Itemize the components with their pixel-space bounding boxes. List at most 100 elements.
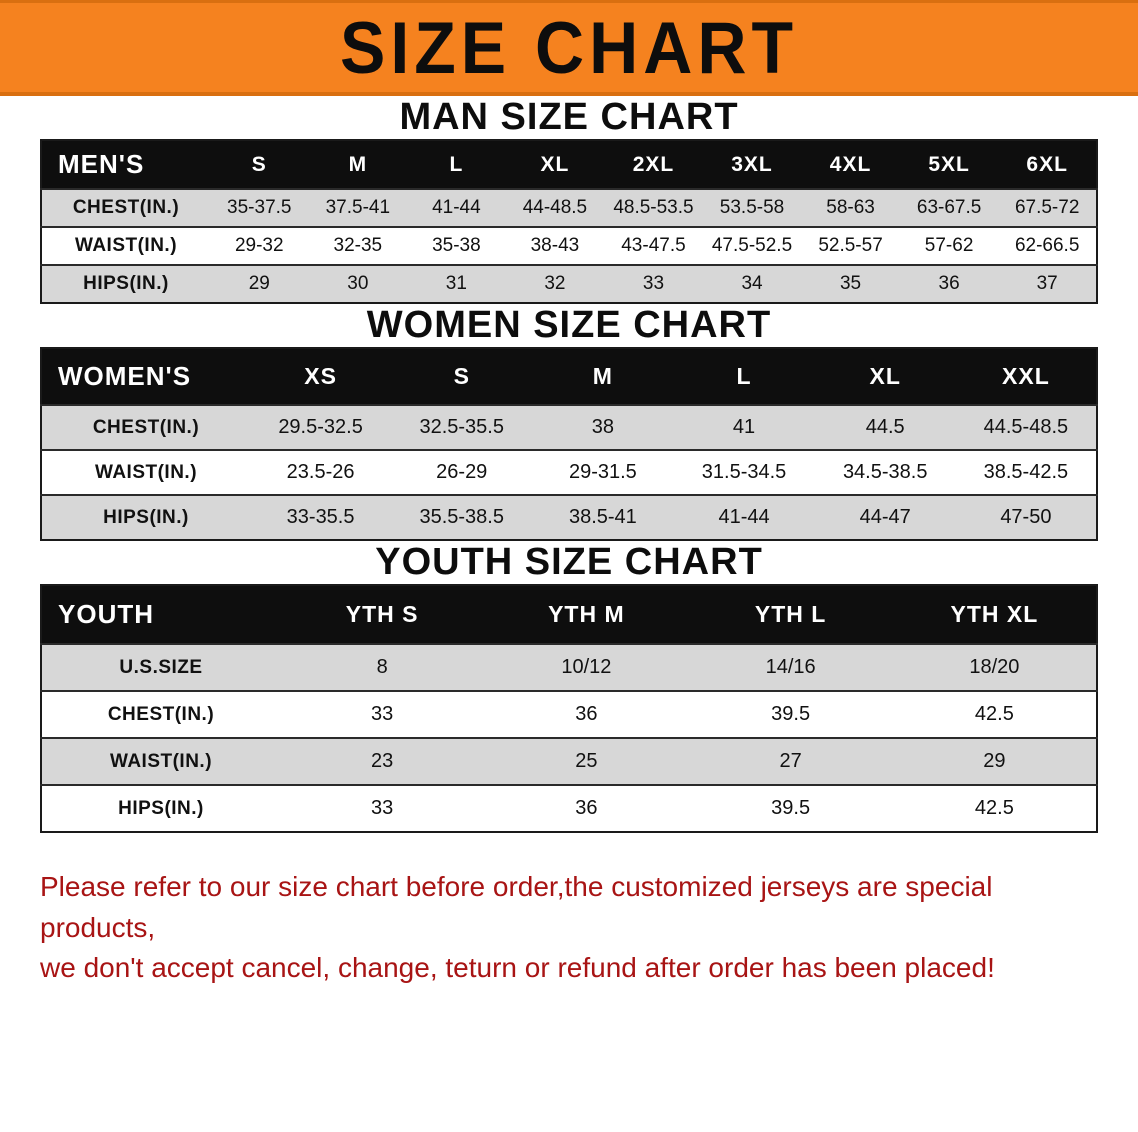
measurement-value-cell: 26-29 [391, 449, 533, 495]
order-notice-line-2: we don't accept cancel, change, teturn o… [40, 952, 995, 984]
table-row: HIPS(IN.) 33-35.5 35.5-38.5 38.5-41 41-44 44-… [41, 494, 1097, 540]
measurement-value-cell: 29-32 [210, 226, 309, 265]
measurement-value-cell: 44.5 [814, 404, 956, 450]
measurement-value-cell: 23 [280, 737, 485, 785]
measurement-value-cell: 38-43 [505, 226, 605, 265]
measurement-value-cell: 47-50 [955, 494, 1097, 540]
measurement-value-cell: 38.5-42.5 [955, 449, 1097, 495]
measurement-value-cell: 8 [280, 643, 485, 691]
measurement-value-cell: 30 [308, 264, 408, 303]
size-column-header: M [592, 363, 613, 389]
row-label-cell: HIPS(IN.) [41, 784, 280, 832]
table-row: WAIST(IN.) 23 25 27 29 [41, 737, 1097, 785]
measurement-value-cell: 47.5-52.5 [702, 226, 802, 265]
size-column-header: XXL [1002, 363, 1050, 389]
measurement-value-cell: 57-62 [899, 226, 999, 265]
measurement-value-cell: 37 [998, 264, 1097, 303]
size-column-header: 4XL [829, 152, 872, 176]
measurement-value-cell: 31 [407, 264, 506, 303]
table-row: HIPS(IN.) 29 30 31 32 33 34 35 36 37 [41, 264, 1097, 303]
women-section-heading: WOMEN SIZE CHART [366, 304, 772, 346]
measurement-value-cell: 35-37.5 [210, 188, 309, 227]
measurement-value-cell: 58-63 [801, 188, 900, 227]
men-section-heading: MAN SIZE CHART [399, 96, 739, 138]
size-column-header: 3XL [731, 152, 773, 176]
size-column-header: YTH L [754, 601, 827, 627]
measurement-value-cell: 36 [484, 784, 689, 832]
size-column-header: 5XL [928, 152, 970, 176]
row-label-cell: WAIST(IN.) [41, 449, 250, 495]
size-column-header: XS [304, 363, 337, 389]
measurement-value-cell: 35 [801, 264, 900, 303]
measurement-value-cell: 36 [484, 690, 689, 738]
table-header-row: MEN'S S M L XL 2XL 3XL 4XL 5XL 6XL [41, 140, 1097, 189]
measurement-value-cell: 33 [280, 784, 485, 832]
measurement-value-cell: 29 [892, 737, 1097, 785]
table-title-cell: MEN'S [58, 149, 145, 179]
table-row: U.S.SIZE 8 10/12 14/16 18/20 [41, 643, 1097, 691]
men-size-table: MEN'S S M L XL 2XL 3XL 4XL 5XL 6XL CHEST(IN.) 35-37… [40, 139, 1098, 304]
measurement-value-cell: 34 [702, 264, 802, 303]
size-column-header: YTH S [345, 601, 419, 627]
measurement-value-cell: 62-66.5 [998, 226, 1097, 265]
measurement-value-cell: 25 [484, 737, 689, 785]
size-column-header: S [251, 152, 267, 176]
row-label-cell: CHEST(IN.) [41, 690, 280, 738]
men-size-section: MAN SIZE CHART MEN'S S M L XL 2XL 3XL 4XL 5XL 6XL… [0, 96, 1138, 304]
measurement-value-cell: 42.5 [892, 784, 1097, 832]
measurement-value-cell: 31.5-34.5 [673, 449, 815, 495]
size-column-header: XL [869, 363, 901, 389]
size-column-header: YTH XL [950, 601, 1039, 627]
measurement-value-cell: 38 [532, 404, 674, 450]
women-size-table: WOMEN'S XS S M L XL XXL CHEST(IN.) 29.5-32.5 32.5… [40, 347, 1098, 541]
size-column-header: 2XL [632, 152, 675, 176]
measurement-value-cell: 48.5-53.5 [604, 188, 703, 227]
measurement-value-cell: 53.5-58 [702, 188, 802, 227]
measurement-value-cell: 23.5-26 [250, 449, 392, 495]
measurement-value-cell: 41-44 [407, 188, 506, 227]
measurement-value-cell: 41 [673, 404, 815, 450]
row-label-cell: U.S.SIZE [41, 643, 280, 691]
table-title-cell: YOUTH [58, 599, 154, 629]
measurement-value-cell: 42.5 [892, 690, 1097, 738]
measurement-value-cell: 27 [688, 737, 893, 785]
measurement-value-cell: 63-67.5 [899, 188, 999, 227]
row-label-cell: CHEST(IN.) [41, 404, 250, 450]
size-chart-banner: SIZE CHART [0, 0, 1138, 96]
measurement-value-cell: 44-47 [814, 494, 956, 540]
row-label-cell: WAIST(IN.) [41, 737, 280, 785]
measurement-value-cell: 32 [505, 264, 605, 303]
measurement-value-cell: 39.5 [688, 784, 893, 832]
youth-size-section: YOUTH SIZE CHART YOUTH YTH S YTH M YTH L YTH… [0, 541, 1138, 833]
measurement-value-cell: 43-47.5 [604, 226, 703, 265]
table-header-row: WOMEN'S XS S M L XL XXL [41, 348, 1097, 405]
size-column-header: YTH M [548, 601, 625, 627]
measurement-value-cell: 35.5-38.5 [391, 494, 533, 540]
measurement-value-cell: 38.5-41 [532, 494, 674, 540]
row-label-cell: HIPS(IN.) [41, 494, 250, 540]
measurement-value-cell: 29.5-32.5 [250, 404, 392, 450]
measurement-value-cell: 67.5-72 [998, 188, 1097, 227]
measurement-value-cell: 35-38 [407, 226, 506, 265]
size-column-header: XL [540, 152, 570, 176]
measurement-value-cell: 39.5 [688, 690, 893, 738]
measurement-value-cell: 37.5-41 [308, 188, 408, 227]
measurement-value-cell: 44-48.5 [505, 188, 605, 227]
order-notice: Please refer to our size chart before or… [40, 867, 1114, 989]
measurement-value-cell: 41-44 [673, 494, 815, 540]
size-column-header: S [453, 363, 470, 389]
measurement-value-cell: 36 [899, 264, 999, 303]
table-row: WAIST(IN.) 23.5-26 26-29 29-31.5 31.5-34.5 34… [41, 449, 1097, 495]
youth-section-heading: YOUTH SIZE CHART [375, 541, 763, 583]
measurement-value-cell: 29 [210, 264, 309, 303]
table-row: CHEST(IN.) 33 36 39.5 42.5 [41, 690, 1097, 738]
measurement-value-cell: 10/12 [484, 643, 689, 691]
table-row: WAIST(IN.) 29-32 32-35 35-38 38-43 43-47.5 47.… [41, 226, 1097, 265]
table-row: CHEST(IN.) 29.5-32.5 32.5-35.5 38 41 44.5 44.5… [41, 404, 1097, 450]
row-label-cell: CHEST(IN.) [41, 188, 210, 227]
women-size-section: WOMEN SIZE CHART WOMEN'S XS S M L XL XXL CHEST(… [0, 304, 1138, 541]
measurement-value-cell: 18/20 [892, 643, 1097, 691]
measurement-value-cell: 29-31.5 [532, 449, 674, 495]
measurement-value-cell: 44.5-48.5 [955, 404, 1097, 450]
measurement-value-cell: 33 [280, 690, 485, 738]
